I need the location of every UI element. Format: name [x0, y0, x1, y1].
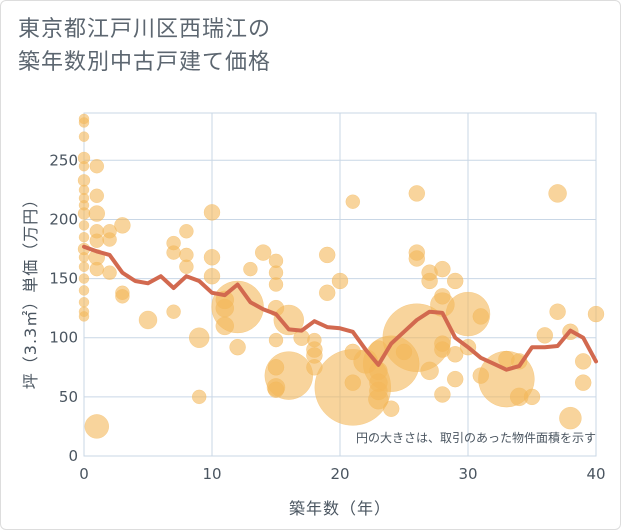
data-bubble	[78, 296, 90, 308]
data-bubble	[587, 305, 605, 323]
bubble-size-note: 円の大きさは、取引のあった物件面積を示す	[356, 430, 596, 445]
data-bubble	[382, 400, 400, 417]
data-bubble	[344, 374, 362, 391]
data-bubble	[78, 261, 90, 273]
data-bubble	[138, 310, 158, 330]
data-bubble	[549, 303, 566, 320]
trend-line-group	[82, 244, 598, 372]
data-bubble	[179, 259, 194, 275]
data-bubble	[574, 374, 592, 391]
data-bubble	[78, 200, 90, 211]
data-bubble	[89, 261, 105, 277]
data-bubble	[395, 343, 413, 361]
data-bubble	[446, 272, 464, 290]
data-bubble	[203, 204, 221, 221]
y-tick-label: 100	[49, 329, 78, 347]
data-bubble	[88, 205, 106, 222]
y-tick-label: 50	[59, 388, 78, 406]
data-bubble	[254, 244, 272, 261]
data-bubble	[306, 359, 323, 376]
data-bubble	[307, 332, 322, 348]
data-bubble	[369, 381, 388, 401]
y-tick-label: 250	[49, 151, 78, 169]
data-bubble	[559, 406, 582, 430]
data-bubble	[78, 252, 90, 263]
data-bubble	[574, 353, 592, 370]
data-bubble	[446, 370, 464, 388]
y-tick-label: 150	[49, 270, 78, 288]
data-bubble	[243, 261, 258, 277]
data-bubble	[166, 304, 181, 319]
data-bubble	[78, 160, 90, 172]
data-bubble	[523, 388, 541, 406]
bubbles	[77, 113, 605, 439]
data-bubble	[344, 343, 362, 361]
data-bubble	[188, 327, 210, 348]
data-bubble	[229, 338, 246, 356]
data-bubble	[446, 346, 464, 363]
data-bubble	[89, 233, 105, 248]
data-bubble	[203, 267, 221, 285]
x-tick-label: 0	[79, 465, 89, 483]
data-bubble	[89, 188, 105, 204]
data-bubble	[78, 220, 90, 231]
data-bubble	[115, 289, 130, 304]
y-axis-label: 坪（3.3㎡）単価（万円）	[21, 191, 40, 389]
data-bubble	[434, 288, 451, 305]
data-bubble	[472, 367, 490, 384]
chart-title: 東京都江戸川区西瑞江の 築年数別中古戸建て価格	[18, 13, 271, 79]
data-bubble	[89, 158, 105, 174]
data-bubble	[420, 361, 439, 381]
data-bubble	[536, 327, 554, 344]
data-bubble	[114, 217, 131, 234]
data-bubble	[318, 246, 336, 264]
data-bubble	[408, 185, 426, 202]
data-bubble	[78, 231, 90, 243]
data-bubble	[78, 285, 90, 296]
data-bubble	[191, 389, 207, 405]
data-bubble	[78, 117, 90, 128]
data-bubble	[268, 332, 284, 348]
data-bubble	[434, 386, 451, 403]
data-bubble	[78, 273, 90, 284]
data-bubble	[268, 277, 284, 292]
data-bubble	[267, 381, 285, 399]
y-tick-label: 200	[49, 210, 78, 228]
y-tick-label: 0	[68, 447, 78, 465]
data-bubble	[102, 265, 117, 280]
data-bubble	[179, 224, 194, 239]
x-tick-label: 40	[586, 465, 605, 483]
x-tick-label: 30	[458, 465, 477, 483]
data-bubble	[331, 272, 349, 290]
data-bubble	[203, 249, 221, 266]
x-axis-label: 築年数（年）	[289, 499, 391, 518]
data-bubble	[345, 194, 361, 209]
data-bubble	[78, 131, 90, 142]
data-bubble	[408, 250, 426, 267]
data-bubble	[318, 284, 336, 302]
data-bubble	[166, 245, 181, 260]
data-bubble	[434, 260, 451, 278]
trend-line	[82, 244, 598, 372]
data-bubble	[421, 272, 438, 290]
data-bubble	[267, 359, 285, 376]
chart-title-line2: 築年数別中古戸建て価格	[18, 50, 272, 75]
data-bubble	[84, 414, 110, 439]
data-bubble	[548, 184, 567, 203]
tick-labels: 0 10 20 30 40 0 50 100 150 200 250	[49, 151, 605, 483]
chart-title-line1: 東京都江戸川区西瑞江の	[18, 17, 272, 42]
data-bubble	[215, 298, 235, 318]
x-tick-label: 10	[202, 465, 221, 483]
data-bubble	[102, 232, 117, 247]
data-bubble	[472, 308, 490, 325]
data-bubble	[78, 311, 90, 322]
x-tick-label: 20	[330, 465, 349, 483]
data-bubble	[77, 174, 91, 187]
data-bubble	[215, 316, 235, 336]
